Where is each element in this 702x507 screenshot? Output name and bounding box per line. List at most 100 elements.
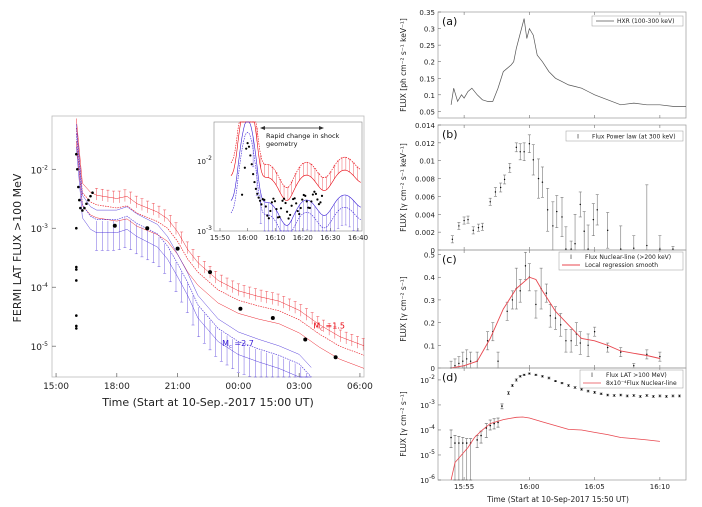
y-tick-label: 0.35 [419,9,435,17]
data-point [175,246,180,251]
inset-data-point [287,217,290,220]
y-tick-label: 0.1 [424,342,435,350]
x-tick-label: 15:55 [454,483,474,491]
y-tick-label: 10-5 [420,449,435,460]
data-point [523,374,525,376]
inset-annotation-line1: Rapid change in shock [266,132,340,140]
inset-x-tick-label: 16:40 [348,234,368,242]
y-tick-label: 10-3 [31,223,49,235]
data-point [481,226,484,228]
data-point [672,248,674,250]
data-point [75,226,78,230]
model-label: Mc =2.7 [222,339,254,350]
data-point [606,229,609,232]
model-curve-mc-1-5-model [76,118,365,347]
data-point [620,248,622,250]
x-tick-label: 16:05 [585,483,605,491]
inset-data-point [243,166,246,169]
y-tick-label: 0.2 [424,59,435,67]
data-point [208,270,213,275]
data-point [85,202,88,206]
data-point [570,248,572,250]
panel-label: (c) [442,253,457,266]
main-chart: 15:00 18:00 21:00 00:00 03:00 06:00 10-510-41… [11,115,373,409]
y-tick-label: 0.05 [419,108,435,116]
data-point [659,248,661,250]
data-point [489,201,491,203]
data-point [515,379,518,381]
data-point [458,362,460,365]
legend-box [591,15,684,27]
main-series-group [75,118,365,378]
data-point [75,265,78,269]
data-point [659,355,661,358]
data-point [494,191,497,193]
inset-data-point [316,198,319,201]
nuclear-line [450,416,660,481]
x-tick-label: 15:00 [43,382,69,392]
x-tick-label: 06:00 [347,382,373,392]
legend-errorbar-icon: I [591,372,593,379]
data-point [78,198,81,202]
data-point [587,344,589,347]
data-point [620,351,622,353]
data-point [545,292,548,294]
smooth-line [451,276,661,369]
y-tick-label: 0.3 [424,26,435,34]
inset-data-point [299,206,302,210]
data-point [665,395,668,398]
data-point [493,422,495,425]
data-point [659,395,661,397]
data-point [511,299,514,301]
data-point [489,424,492,427]
x-tick-label: 21:00 [165,382,191,392]
y-tick-label: 10-4 [31,282,49,294]
data-point [480,434,482,437]
data-point [467,218,469,221]
inset-y-ticks: 10-3 10-2 [197,155,212,236]
data-point [506,310,508,312]
data-point [632,394,635,397]
data-point [528,143,531,145]
data-point [333,355,338,360]
panel-d: (d) FLUX [γ cm⁻² s⁻¹] 10-6 10-5 10-4 10-3 10-2… [399,367,687,491]
data-point [606,346,609,349]
data-point [458,442,460,444]
legend-errorbar-icon: I [577,134,579,141]
inset-data-point [256,192,259,195]
y-tick-label: 0.4 [424,274,436,282]
data-point [583,230,585,232]
data-point [83,206,86,210]
inset-data-point [279,207,283,210]
inset-x-ticks: 15:50 16:00 16:10 16:20 16:30 16:40 [210,228,368,242]
data-point [587,248,589,250]
data-point [580,388,583,391]
inset-data-point [319,201,322,204]
y-tick-label: 0.008 [415,176,435,184]
inset-data-point [246,142,249,145]
data-point [486,340,489,342]
data-point [587,390,589,392]
data-point [541,181,544,183]
data-point [469,360,472,362]
data-point [91,191,94,195]
inset-data-point [245,147,248,150]
y-tick-label: 0.15 [419,75,435,83]
y-tick-label: 10-3 [420,399,435,410]
data-point [463,219,465,222]
data-point [593,330,596,333]
inset-data-point [314,192,318,195]
data-point [678,395,681,397]
data-point [75,268,78,271]
data-point [646,353,648,356]
data-point [579,342,581,344]
data-point [497,421,499,424]
data-point [535,303,537,306]
data-point [303,337,308,342]
y-tick-label: 0.01 [419,158,435,166]
inset-data-point [254,187,257,190]
data-point [511,384,514,387]
data-point [567,384,570,387]
hxr-line [450,18,686,107]
